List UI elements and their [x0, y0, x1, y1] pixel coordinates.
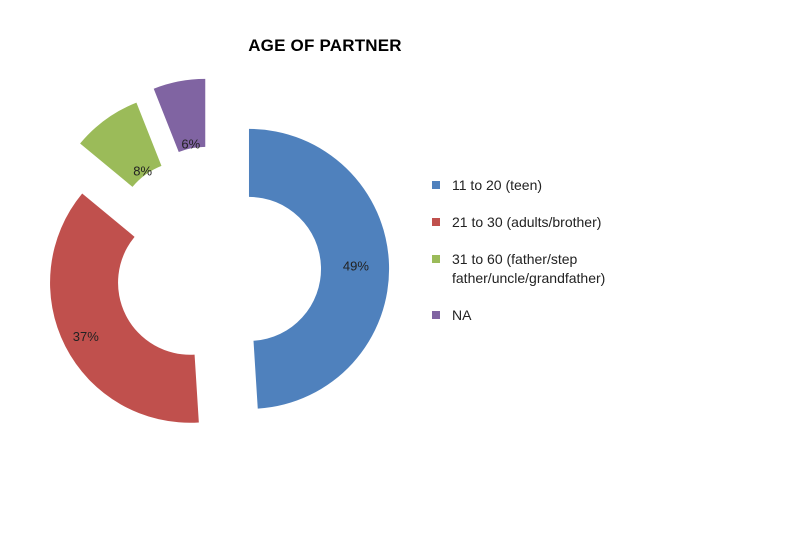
donut-slice-na — [153, 78, 206, 152]
slice-labels: 49% 37% 8% 6% — [73, 136, 370, 343]
slice-label-teen: 49% — [343, 259, 369, 274]
slice-label-na: 6% — [181, 136, 200, 151]
slice-label-adults: 37% — [73, 329, 99, 344]
legend-label-teen: 11 to 20 (teen) — [452, 177, 543, 193]
chart-title: AGE OF PARTNER — [248, 36, 402, 55]
legend-item-na: NA — [432, 306, 692, 325]
legend-item-adults: 21 to 30 (adults/brother) — [432, 213, 692, 232]
donut-slices — [50, 78, 390, 423]
legend-item-teen: 11 to 20 (teen) — [432, 176, 692, 195]
donut-slice-adults — [50, 193, 199, 423]
donut-slice-teen — [248, 128, 390, 409]
donut-slice-father — [80, 102, 162, 187]
legend-swatch-father — [432, 255, 440, 263]
chart-legend: 11 to 20 (teen) 21 to 30 (adults/brother… — [432, 176, 692, 343]
legend-item-father: 31 to 60 (father/step father/uncle/grand… — [432, 250, 692, 288]
legend-swatch-adults — [432, 218, 440, 226]
legend-label-adults: 21 to 30 (adults/brother) — [452, 214, 602, 230]
legend-swatch-na — [432, 311, 440, 319]
legend-label-father: 31 to 60 (father/step father/uncle/grand… — [452, 251, 606, 286]
legend-label-na: NA — [452, 307, 472, 323]
legend-swatch-teen — [432, 181, 440, 189]
slice-label-father: 8% — [133, 164, 152, 179]
